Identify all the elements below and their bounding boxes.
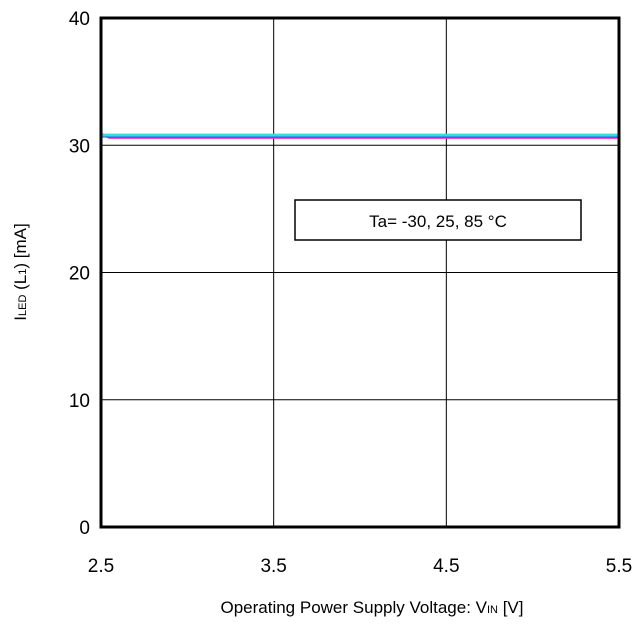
y-axis-label-subscript-2: 1: [17, 269, 29, 275]
y-tick-label: 40: [69, 9, 90, 30]
x-axis-label-unit: [V]: [498, 598, 524, 617]
y-axis-label-mid: (L: [11, 275, 30, 295]
y-tick-label: 20: [69, 264, 90, 285]
y-axis-label-main: I: [11, 316, 30, 321]
annotation-box-frame: [294, 199, 582, 241]
x-tick-label: 2.5: [88, 556, 114, 577]
series-lines: [100, 132, 619, 139]
x-tick-label: 4.5: [433, 556, 459, 577]
x-axis-label-subscript: IN: [487, 604, 498, 616]
y-tick-label: 0: [79, 518, 90, 539]
y-tick-label: 30: [69, 136, 90, 157]
annotation-text: Ta= -30, 25, 85 °C: [369, 212, 507, 231]
grid-lines: [101, 18, 619, 527]
tick-labels: 2.5 3.5 4.5 5.5 0 10 20 30 40: [69, 9, 632, 577]
y-tick-label: 10: [69, 391, 90, 412]
plot-frame: [99, 16, 621, 529]
y-axis-label-unit: ) [mA]: [11, 223, 30, 268]
y-axis-label-subscript: LED: [17, 295, 29, 316]
x-tick-label: 3.5: [260, 556, 286, 577]
x-tick-label: 5.5: [606, 556, 632, 577]
annotation-box: Ta= -30, 25, 85 °C: [294, 199, 582, 241]
y-axis-label: ILED (L1) [mA]: [11, 223, 30, 320]
x-axis-label: Operating Power Supply Voltage: VIN [V]: [220, 598, 523, 617]
x-axis-label-main: Operating Power Supply Voltage: V: [220, 598, 487, 617]
